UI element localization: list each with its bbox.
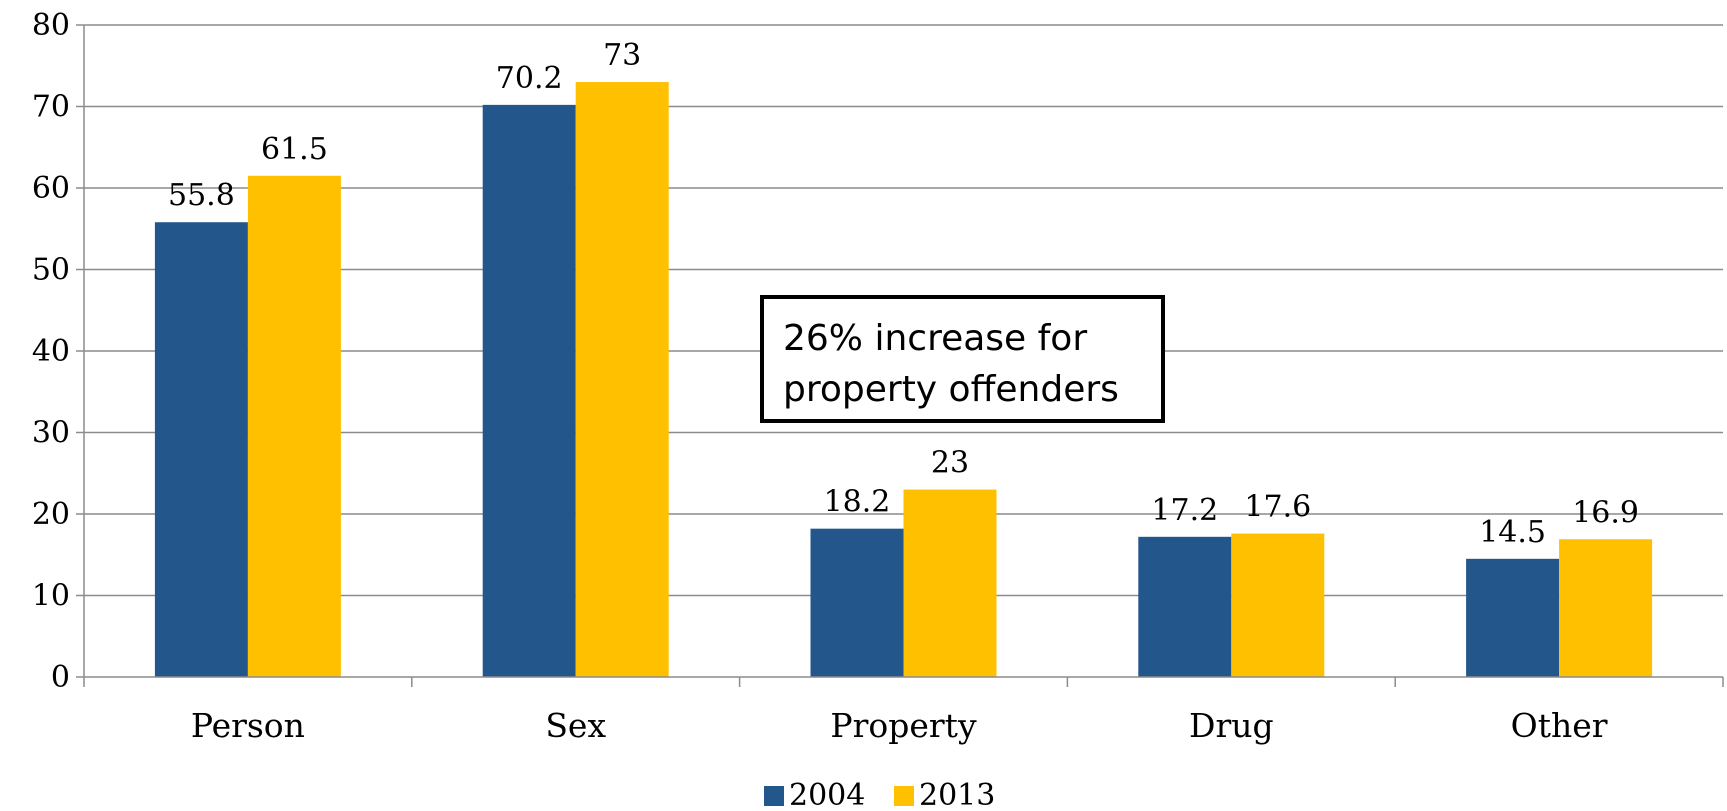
legend-label-2013: 2013	[919, 778, 995, 811]
bars	[154, 82, 1653, 678]
y-tick-label: 10	[32, 579, 70, 614]
x-category-label: Other	[1511, 706, 1608, 745]
data-label: 23	[931, 446, 969, 481]
y-axis-ticks: 0 10 20 30 40 50 60 70 80	[32, 8, 84, 695]
x-category-label: Drug	[1189, 706, 1274, 745]
y-tick-label: 20	[32, 497, 70, 532]
data-label: 16.9	[1572, 495, 1639, 530]
legend: 2004 2013	[764, 778, 995, 811]
bar-2013-property	[903, 489, 997, 677]
legend-label-2004: 2004	[789, 778, 865, 811]
data-label: 18.2	[824, 485, 891, 520]
bar-2004-property	[810, 528, 904, 677]
axes	[83, 25, 1723, 678]
legend-swatch-2004	[764, 786, 784, 806]
y-tick-label: 60	[32, 171, 70, 206]
y-tick-label: 70	[32, 90, 70, 125]
x-category-label: Person	[191, 706, 305, 745]
legend-swatch-2013	[894, 786, 914, 806]
annotation-frame	[760, 295, 1165, 423]
data-label: 17.6	[1244, 490, 1311, 525]
x-category-label: Property	[830, 706, 977, 745]
x-axis-category-labels: Person Sex Property Drug Other	[191, 706, 1608, 745]
data-label: 17.2	[1151, 493, 1218, 528]
bar-2013-sex	[575, 82, 669, 678]
x-category-label: Sex	[545, 706, 606, 745]
y-tick-label: 0	[51, 660, 70, 695]
gridlines	[84, 24, 1723, 597]
x-axis-ticks	[83, 677, 1724, 687]
y-tick-label: 80	[32, 8, 70, 43]
annotation-box: 26% increase for property offenders	[760, 295, 1165, 423]
y-tick-label: 40	[32, 334, 70, 369]
bar-2013-other	[1559, 539, 1653, 677]
annotation-line-1: 26% increase for	[783, 318, 1087, 359]
bar-2004-person	[154, 222, 248, 678]
bar-2004-sex	[482, 104, 576, 678]
data-label: 61.5	[261, 132, 328, 167]
data-label: 70.2	[496, 61, 563, 96]
y-tick-label: 30	[32, 416, 70, 451]
bar-2004-other	[1466, 558, 1560, 677]
y-tick-label: 50	[32, 253, 70, 288]
data-label: 73	[603, 38, 641, 73]
annotation-line-2: property offenders	[783, 369, 1119, 410]
data-label: 55.8	[168, 178, 235, 213]
bar-2004-drug	[1138, 536, 1232, 677]
data-label: 14.5	[1479, 515, 1546, 550]
bar-2013-person	[247, 175, 341, 677]
bar-2013-drug	[1231, 533, 1325, 677]
data-labels: 55.8 61.5 70.2 73 18.2 23 17.2 17.6 14.5 16.9	[168, 38, 1639, 550]
